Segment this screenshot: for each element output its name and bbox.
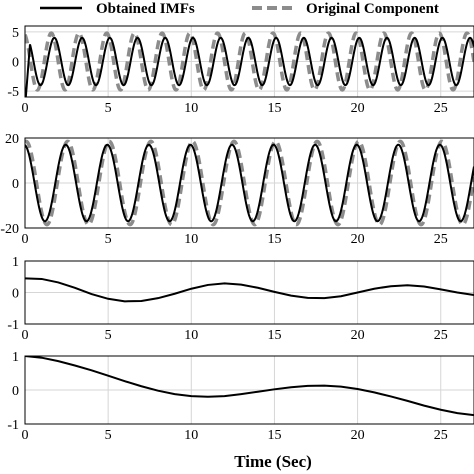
- panel-2-ytick-0: 20: [5, 132, 19, 147]
- panel-4-ytick-2: -1: [7, 418, 19, 433]
- panel-3-xtick-0: 0: [22, 328, 29, 343]
- panel-4-xtick-4: 20: [351, 428, 365, 443]
- panel-1-xtick-5: 25: [434, 101, 448, 116]
- panel-3-frame: [24, 260, 474, 325]
- panel-4-xtick-1: 5: [105, 428, 112, 443]
- panel-3-series-obtained: [25, 277, 474, 303]
- panel-2-series-original: [25, 139, 474, 227]
- panel-4-series-obtained: [25, 356, 474, 417]
- panel-2-frame: [24, 137, 474, 229]
- panel-4-xtick-5: 25: [434, 428, 448, 443]
- panel-2-xtick-1: 5: [105, 232, 112, 247]
- panel-3-ytick-0: 1: [12, 255, 19, 270]
- panel-1-ytick-1: 0: [12, 56, 19, 71]
- panel-3-ytick-2: -1: [7, 318, 19, 333]
- panel-1-xtick-3: 15: [267, 101, 281, 116]
- legend-label-obtained: Obtained IMFs: [96, 1, 195, 17]
- panel-1-ytick-0: 5: [12, 26, 19, 41]
- panel-2-xtick-5: 25: [434, 232, 448, 247]
- panel-2-series-obtained: [25, 143, 474, 223]
- panel-4-ytick-1: 0: [12, 384, 19, 399]
- panel-1-xtick-2: 10: [184, 101, 198, 116]
- panel-1-xtick-0: 0: [22, 101, 29, 116]
- panel-3-xtick-1: 5: [105, 328, 112, 343]
- panel-3-xtick-5: 25: [434, 328, 448, 343]
- panel-3-xtick-4: 20: [351, 328, 365, 343]
- panel-2-xtick-3: 15: [267, 232, 281, 247]
- panel-4-ytick-0: 1: [12, 350, 19, 365]
- panel-2-xtick-4: 20: [351, 232, 365, 247]
- panel-1-xtick-1: 5: [105, 101, 112, 116]
- panel-3-ytick-1: 0: [12, 287, 19, 302]
- panel-4-xtick-3: 15: [267, 428, 281, 443]
- panel-1-ytick-2: -5: [7, 85, 19, 100]
- panel-2-ytick-2: -20: [0, 222, 19, 237]
- panel-2-xtick-2: 10: [184, 232, 198, 247]
- legend: Obtained IMFs Original Component: [40, 1, 439, 17]
- panel-2-ytick-1: 0: [12, 177, 19, 192]
- panel-1-series-original: [25, 31, 474, 92]
- panel-4-xtick-0: 0: [22, 428, 29, 443]
- legend-label-original: Original Component: [306, 1, 439, 17]
- panel-1-xtick-4: 20: [351, 101, 365, 116]
- panel-4-xtick-2: 10: [184, 428, 198, 443]
- panel-3-xtick-2: 10: [184, 328, 198, 343]
- panel-1-series-obtained: [25, 36, 474, 97]
- panel-1-frame: [24, 25, 474, 98]
- panel-4-frame: [24, 355, 474, 425]
- panel-2-xtick-0: 0: [22, 232, 29, 247]
- x-axis-label: Time (Sec): [234, 452, 312, 471]
- panel-3-xtick-3: 15: [267, 328, 281, 343]
